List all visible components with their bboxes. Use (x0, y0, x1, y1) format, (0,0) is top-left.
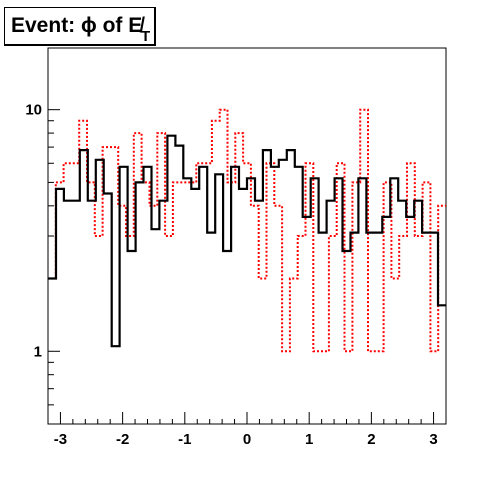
chart-title-subscript: T (141, 28, 151, 45)
chart-title: Event: ϕ of E̸ (11, 14, 143, 37)
plot-frame (47, 47, 447, 425)
ticks-layer: -3 -2 -1 0 1 2 3 1 10 (25, 102, 447, 448)
plot-border (47, 47, 447, 425)
title-box: Event: ϕ of E̸ T (4, 7, 156, 46)
series-layer (48, 108, 446, 353)
x-tick-label: 0 (243, 431, 251, 448)
x-tick-label: 3 (429, 431, 437, 448)
x-tick-label: -3 (54, 431, 67, 448)
x-tick-label: 1 (305, 431, 313, 448)
x-tick-label: -2 (116, 431, 129, 448)
x-tick-label: 2 (367, 431, 375, 448)
y-tick-label: 1 (34, 343, 42, 360)
x-tick-label: -1 (178, 431, 191, 448)
series-black-solid-line (48, 134, 446, 348)
y-tick-label: 10 (25, 102, 42, 119)
series-red-dotted-line (48, 108, 446, 353)
